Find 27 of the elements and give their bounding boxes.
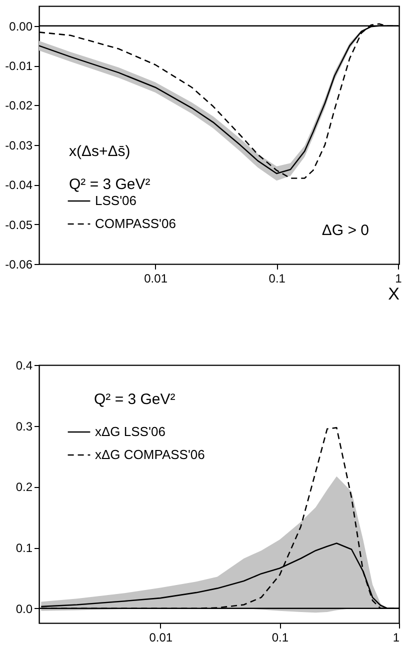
- annotation: Q² = 3 GeV²: [69, 176, 150, 193]
- x-tick-label: 1: [395, 272, 402, 286]
- y-tick-label: 0.2: [16, 480, 33, 494]
- y-tick-label: -0.03: [5, 138, 33, 152]
- y-tick-label: -0.02: [5, 98, 33, 113]
- annotation: ΔG > 0: [322, 222, 369, 239]
- y-tick-label: 0.0: [16, 602, 33, 616]
- y-tick-label: -0.04: [5, 178, 33, 192]
- x-axis-title: X: [388, 284, 400, 304]
- y-tick-label: 0.1: [16, 541, 33, 556]
- annotation: x(Δs+Δs̄): [69, 143, 130, 160]
- legend-label: LSS'06: [95, 193, 137, 208]
- x-tick-label: 0.01: [149, 630, 173, 644]
- y-tick-label: 0.3: [16, 419, 33, 434]
- legend-label: xΔG COMPASS'06: [95, 447, 205, 462]
- y-tick-label: 0.00: [9, 19, 33, 34]
- legend-label: COMPASS'06: [95, 216, 176, 231]
- y-tick-label: -0.01: [5, 59, 33, 74]
- annotation: Q² = 3 GeV²: [94, 391, 176, 408]
- legend-label: xΔG LSS'06: [95, 424, 166, 439]
- x-tick-label: 0.1: [268, 272, 286, 286]
- x-tick-label: 1: [392, 630, 400, 644]
- y-tick-label: -0.06: [5, 258, 33, 272]
- x-tick-label: 0.1: [272, 630, 289, 644]
- x-tick-label: 0.01: [144, 272, 168, 286]
- y-tick-label: -0.05: [5, 218, 33, 232]
- y-tick-label: 0.4: [16, 358, 33, 372]
